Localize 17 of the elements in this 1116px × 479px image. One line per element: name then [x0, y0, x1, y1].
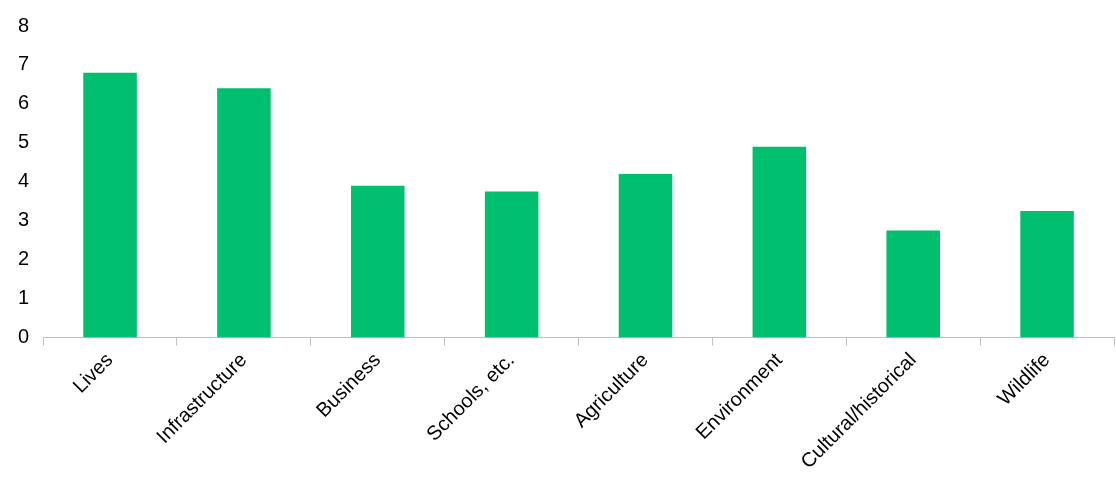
bar: [351, 185, 405, 338]
y-tick-label: 3: [18, 208, 30, 231]
y-tick-label: 5: [18, 130, 30, 153]
bar: [1020, 210, 1074, 338]
bar: [618, 173, 673, 338]
y-tick-label: 7: [18, 52, 30, 75]
y-tick-label: 2: [18, 247, 30, 270]
y-tick-label: 8: [18, 13, 30, 36]
bar: [217, 88, 271, 338]
bar: [484, 191, 539, 338]
bar: [752, 146, 807, 338]
y-tick-label: 4: [18, 169, 30, 192]
bar: [886, 230, 940, 338]
y-tick-label: 0: [18, 325, 30, 348]
y-tick-label: 6: [18, 91, 30, 114]
bar: [83, 72, 137, 338]
y-tick-label: 1: [18, 286, 30, 309]
